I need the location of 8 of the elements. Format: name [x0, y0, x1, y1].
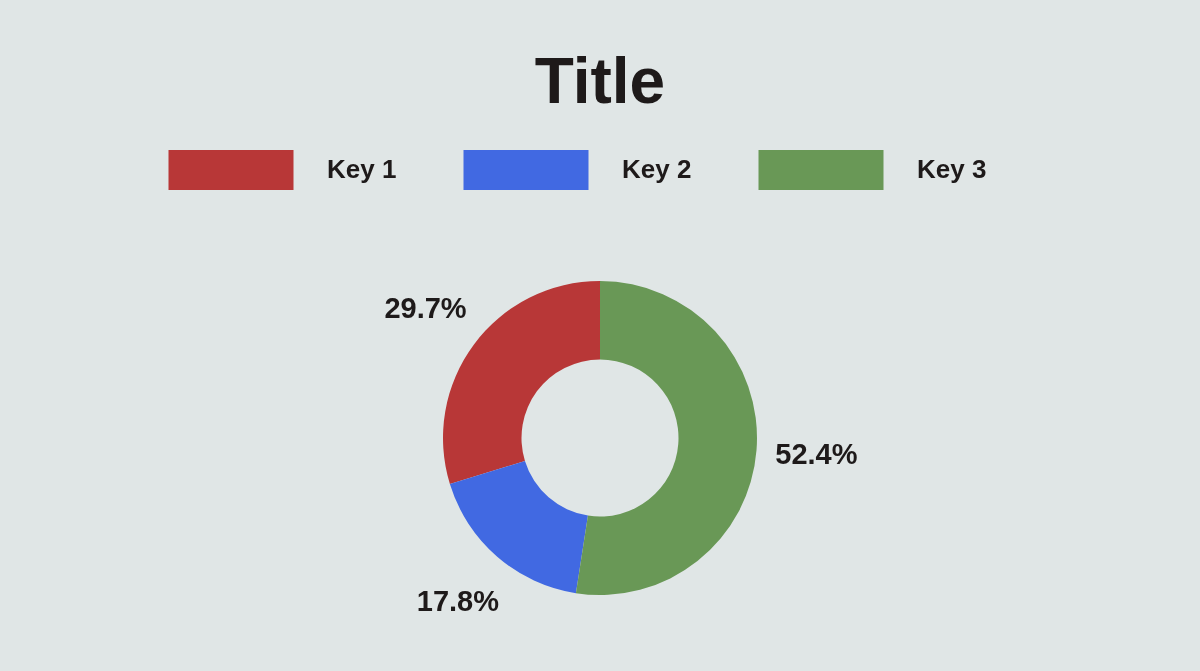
data-label: 52.4% [775, 437, 858, 470]
donut-slice [575, 281, 757, 595]
legend-label: Key 1 [327, 154, 397, 184]
chart-title: Title [534, 45, 666, 117]
legend-label: Key 3 [917, 154, 987, 184]
data-label: 17.8% [416, 585, 500, 618]
data-label: 29.7% [384, 291, 467, 324]
legend-label: Key 2 [622, 154, 692, 184]
